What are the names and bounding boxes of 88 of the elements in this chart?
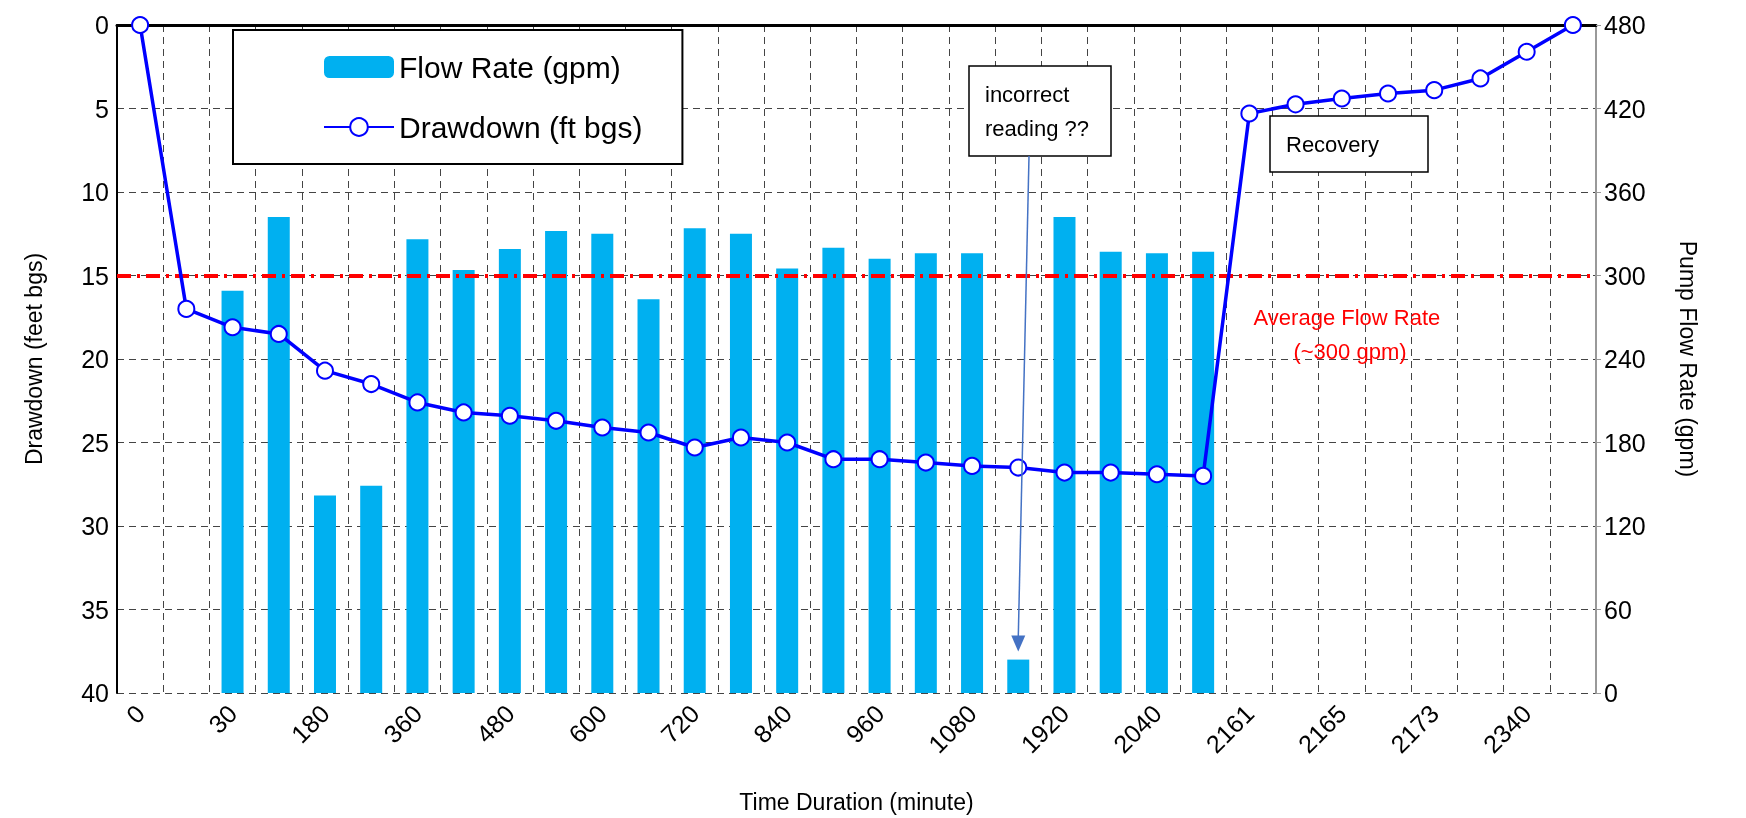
y-tick-label: 15 (81, 261, 109, 290)
bar (1099, 251, 1122, 693)
bar (637, 299, 660, 693)
point (916, 453, 935, 472)
y2-tick-label: 0 (1604, 679, 1618, 707)
x-tick-label: 840 (747, 699, 798, 749)
point (1517, 42, 1536, 61)
point (131, 16, 150, 34)
point (1240, 104, 1259, 123)
point (362, 375, 381, 394)
y-tick-label: 40 (81, 679, 109, 707)
x-tick-label: 720 (655, 699, 705, 749)
x-tick-label: 600 (562, 699, 613, 749)
point (824, 450, 843, 469)
y-tick-label: 0 (95, 11, 109, 39)
point (547, 411, 566, 430)
point (1101, 463, 1120, 482)
bar (729, 233, 752, 693)
point (1563, 16, 1582, 34)
bar (267, 217, 290, 693)
point (963, 456, 982, 475)
y2-tick-label: 480 (1604, 11, 1646, 39)
point (454, 403, 473, 422)
point (639, 423, 658, 442)
point (870, 450, 889, 469)
bar (360, 485, 383, 693)
y-tick-label: 5 (95, 94, 109, 123)
bar (822, 247, 845, 693)
y2-axis-title: Pump Flow Rate (gpm) (1674, 240, 1701, 478)
y2-tick-label: 360 (1604, 178, 1646, 206)
y2-tick-label: 300 (1604, 261, 1646, 290)
y-axis-title: Drawdown (feet bgs) (20, 252, 47, 466)
y2-tick-label: 180 (1604, 428, 1646, 457)
bar (868, 258, 891, 693)
point (316, 361, 334, 380)
point (408, 393, 427, 412)
x-tick-label: 360 (378, 699, 428, 749)
bar (1007, 659, 1030, 693)
x-tick-label: 0 (120, 699, 151, 729)
point (1379, 84, 1398, 103)
point (593, 418, 612, 437)
bar (545, 230, 568, 693)
legend-label: Drawdown (ft bgs) (399, 110, 643, 144)
ref-line-label: Average Flow Rate (~300 gpm) (1253, 305, 1447, 364)
bar (1192, 251, 1215, 693)
y2-tick-label: 60 (1604, 595, 1632, 624)
point (1055, 463, 1074, 482)
point (1147, 465, 1166, 484)
point (1332, 89, 1351, 108)
point (731, 428, 750, 447)
y2-tick-label: 420 (1604, 94, 1646, 123)
bar (313, 495, 336, 693)
bar (961, 253, 984, 693)
x-tick-label: 480 (470, 699, 520, 749)
legend-label: Flow Rate (gpm) (399, 50, 621, 84)
point (1471, 69, 1490, 88)
bar (914, 253, 937, 693)
point (269, 324, 288, 343)
point (685, 438, 704, 457)
bar (452, 269, 475, 693)
point (1194, 466, 1213, 485)
bar (221, 290, 244, 693)
annotation: Recovery (1286, 131, 1379, 157)
point (1425, 81, 1444, 100)
point (500, 406, 519, 425)
x-tick-label: 960 (840, 699, 890, 749)
bar (1145, 253, 1168, 693)
bar (591, 233, 614, 693)
annotation: incorrect reading ?? (985, 81, 1089, 141)
bar (498, 249, 521, 693)
x-axis-title: Time Duration (minute) (739, 788, 974, 815)
point (223, 318, 242, 337)
y-tick-label: 35 (81, 595, 109, 624)
bar (683, 228, 706, 693)
x-tick-label: 180 (285, 699, 335, 749)
y-tick-label: 25 (81, 428, 109, 457)
x-tick-label: 30 (202, 699, 243, 739)
point (778, 433, 797, 452)
bar (1053, 217, 1076, 693)
y-tick-label: 10 (81, 178, 109, 206)
y-tick-label: 30 (81, 512, 109, 540)
bar (776, 268, 799, 693)
bar (406, 239, 429, 693)
point (177, 299, 196, 318)
y-tick-label: 20 (81, 345, 109, 373)
y2-tick-label: 120 (1604, 512, 1646, 540)
y2-tick-label: 240 (1604, 345, 1646, 373)
point (1286, 95, 1305, 114)
